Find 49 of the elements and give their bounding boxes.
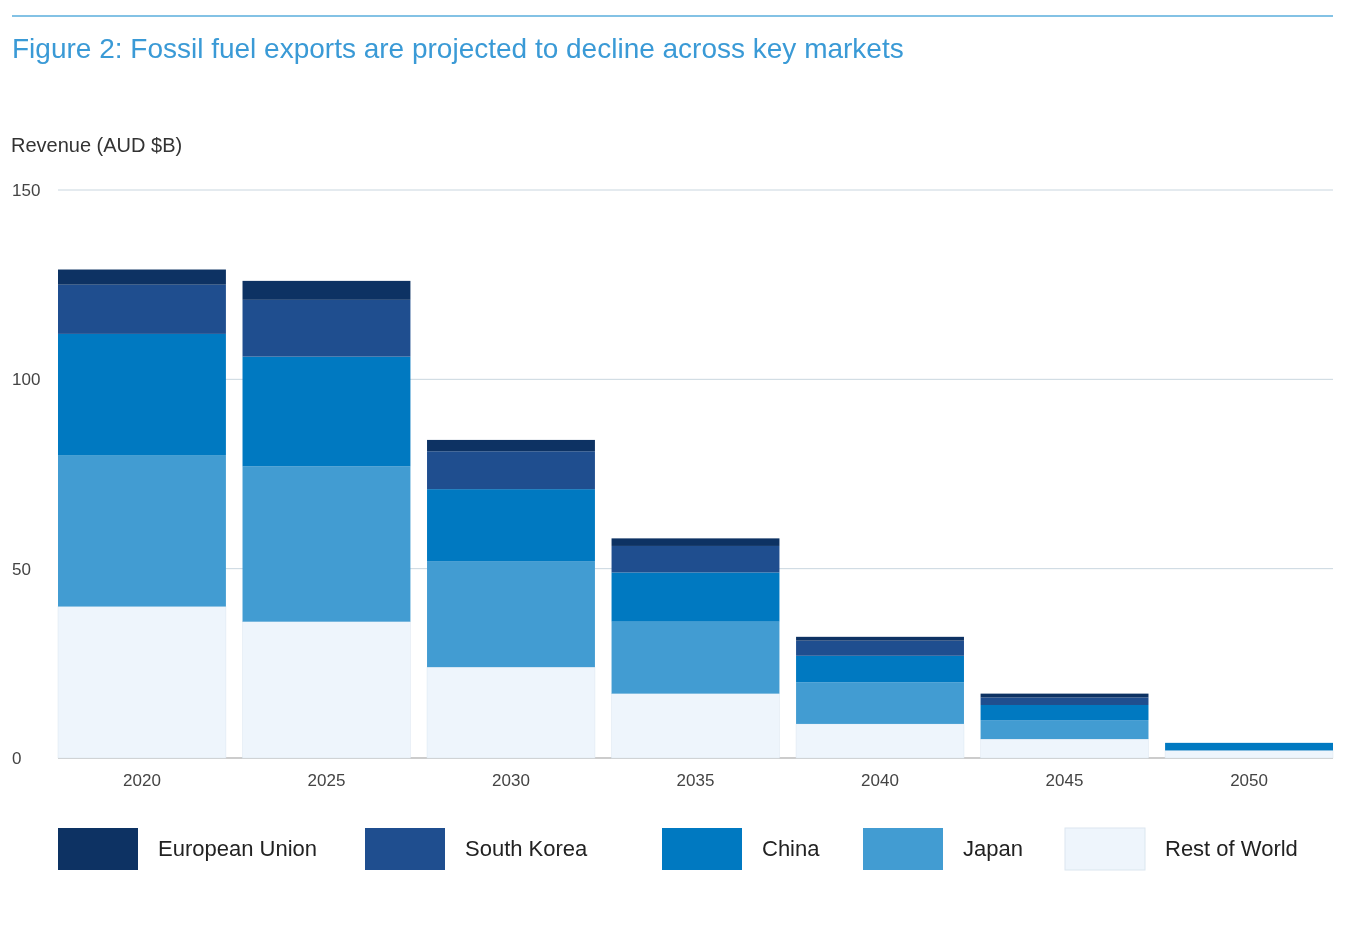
bar	[427, 439, 595, 452]
bar	[611, 621, 780, 694]
bar	[1165, 742, 1333, 751]
y-tick-label: 50	[12, 559, 31, 579]
bar	[611, 538, 780, 546]
y-tick-label: 0	[12, 749, 22, 768]
legend-label: Japan	[963, 836, 1023, 861]
x-tick-label: 2020	[123, 771, 161, 790]
bar	[58, 269, 226, 285]
bar	[57, 606, 227, 759]
legend-label: China	[762, 836, 821, 861]
x-tick-label: 2040	[861, 771, 899, 790]
bar	[611, 693, 780, 759]
bar	[58, 333, 226, 456]
bar	[242, 621, 411, 759]
bar	[795, 723, 965, 759]
x-tick-label: 2035	[676, 771, 715, 790]
bar	[611, 545, 780, 573]
bar	[980, 720, 1149, 740]
bar	[242, 280, 411, 300]
bar	[242, 466, 411, 622]
y-tick-label: 100	[12, 370, 41, 390]
x-tick-label: 2045	[1045, 771, 1084, 790]
bar	[1164, 750, 1334, 759]
x-tick-label: 2025	[307, 771, 346, 790]
bar	[796, 636, 964, 641]
bar	[427, 489, 595, 562]
x-tick-label: 2050	[1230, 771, 1268, 790]
legend-label: Rest of World	[1165, 836, 1298, 861]
bar	[58, 455, 226, 607]
bar	[426, 666, 596, 759]
bar	[242, 356, 411, 467]
bar	[796, 655, 964, 683]
y-axis-title: Revenue (AUD $B)	[11, 134, 183, 156]
chart-title: Figure 2: Fossil fuel exports are projected to decline across key markets	[12, 33, 904, 64]
bar	[980, 704, 1149, 721]
bar	[427, 451, 595, 490]
y-tick-label: 150	[12, 181, 41, 200]
bar	[611, 572, 780, 622]
bar	[427, 561, 595, 668]
bar	[58, 284, 226, 334]
bar	[242, 299, 411, 357]
bar	[796, 640, 964, 656]
x-tick-label: 2030	[492, 771, 530, 790]
bar	[980, 738, 1149, 759]
legend-label: European Union	[158, 836, 318, 861]
bar	[980, 697, 1149, 705]
bar	[796, 682, 964, 724]
legend-label: South Korea	[465, 836, 589, 861]
